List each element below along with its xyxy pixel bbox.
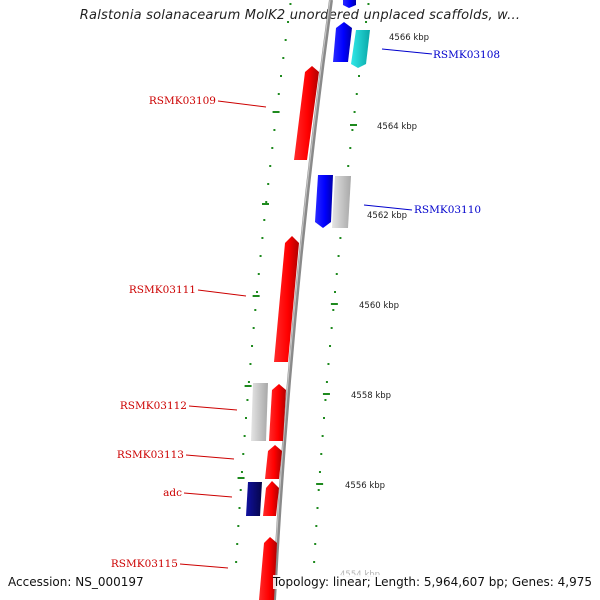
position-label: 4566 kbp	[389, 33, 429, 43]
label-line-rsmk03112	[188, 405, 238, 411]
label-line-adc	[183, 492, 233, 498]
label-line-rsmk03110	[363, 204, 413, 211]
gene-forward-rsmk03115[interactable]	[259, 537, 277, 600]
gene-forward-adc[interactable]	[263, 481, 279, 516]
gene-label-rsmk03108[interactable]: RSMK03108	[433, 49, 500, 61]
label-line-rsmk03113	[185, 454, 235, 460]
genome-summary-text: Topology: linear; Length: 5,964,607 bp; …	[272, 575, 592, 589]
gene-forward-rsmk03111[interactable]	[274, 236, 299, 362]
gene-dark-adc[interactable]	[246, 482, 262, 516]
gene-label-rsmk03115[interactable]: RSMK03115	[111, 558, 178, 570]
gene-label-rsmk03112[interactable]: RSMK03112	[120, 400, 187, 412]
position-label: 4556 kbp	[345, 481, 385, 491]
chromosome-backbone	[272, 0, 333, 600]
gene-label-rsmk03113[interactable]: RSMK03113	[117, 449, 184, 461]
gene-forward-rsmk03109[interactable]	[294, 66, 319, 160]
map-title: Ralstonia solanacearum MolK2 unordered u…	[79, 8, 521, 23]
left-tick-track	[235, 3, 292, 563]
label-line-rsmk03109	[217, 100, 267, 108]
gene-pseudo-rsmk03110[interactable]	[332, 176, 351, 228]
gene-label-rsmk03111[interactable]: RSMK03111	[129, 284, 196, 296]
label-line-rsmk03111	[197, 289, 247, 297]
gene-label-rsmk03109[interactable]: RSMK03109	[149, 95, 216, 107]
position-label: 4562 kbp	[367, 211, 407, 221]
gene-reverse-top[interactable]	[343, 0, 356, 8]
label-line-rsmk03108	[381, 48, 433, 55]
gene-forward-rsmk03112[interactable]	[269, 384, 286, 441]
gene-label-adc[interactable]: adc	[163, 487, 182, 499]
right-tick-track	[313, 3, 370, 563]
position-label: 4558 kbp	[351, 391, 391, 401]
gene-rna-rsmk03108[interactable]	[351, 30, 370, 68]
position-label: 4560 kbp	[359, 301, 399, 311]
gene-label-rsmk03110[interactable]: RSMK03110	[414, 204, 481, 216]
position-label: 4564 kbp	[377, 122, 417, 132]
gene-pseudo-rsmk03112[interactable]	[251, 383, 268, 441]
gene-reverse-rsmk03108[interactable]	[333, 22, 352, 62]
label-line-rsmk03115	[179, 563, 229, 569]
gene-reverse-rsmk03110[interactable]	[315, 175, 333, 228]
chromosome-backbone-highlight	[272, 0, 331, 600]
gene-forward-rsmk03113[interactable]	[265, 445, 282, 479]
accession-text: Accession: NS_000197	[8, 575, 144, 589]
